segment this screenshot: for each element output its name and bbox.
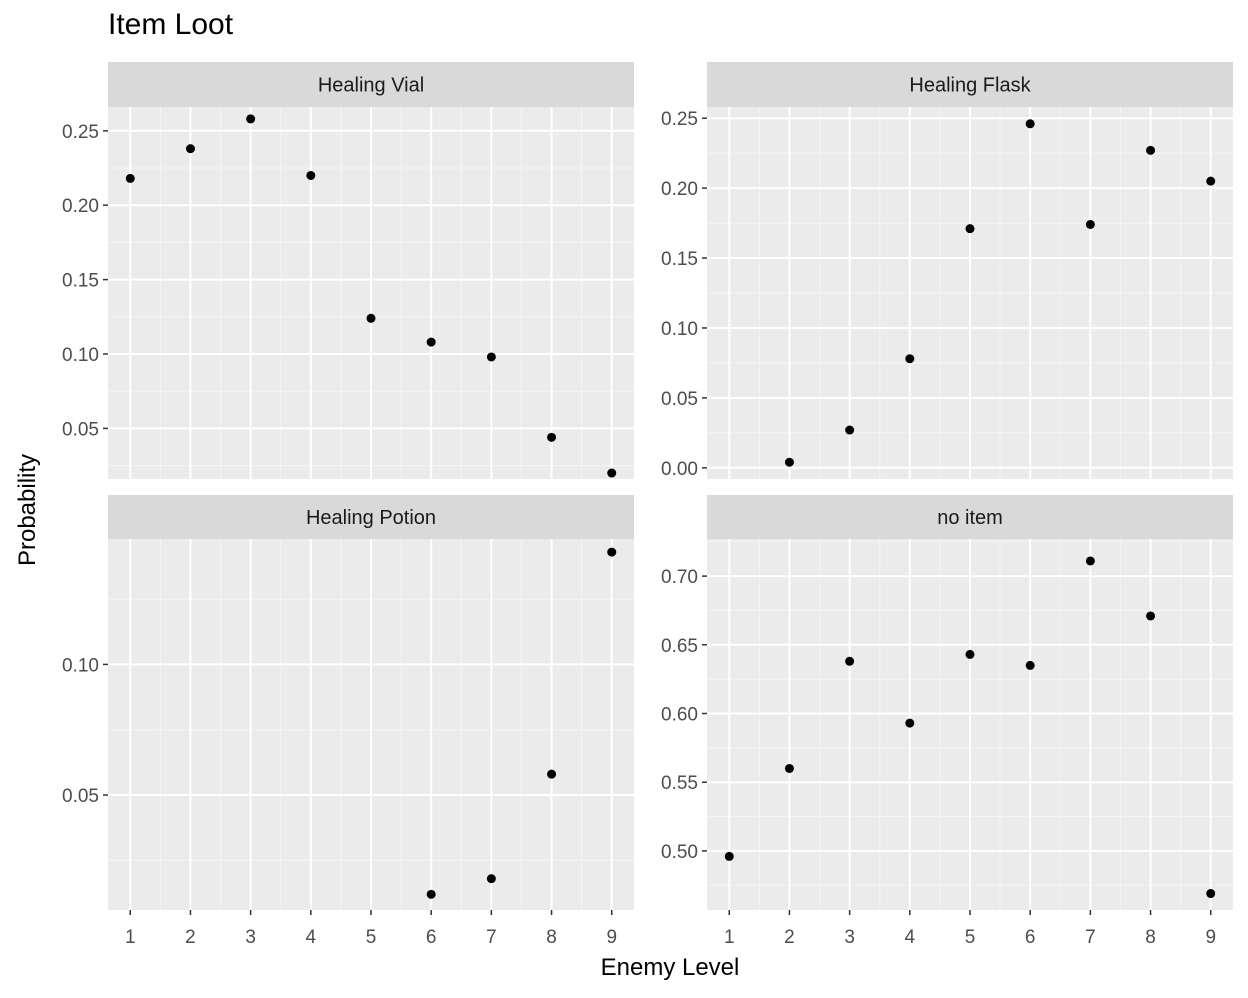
data-point <box>426 889 436 899</box>
x-tick-label: 1 <box>724 927 735 948</box>
x-tick-label: 2 <box>784 927 795 948</box>
data-point <box>1206 176 1216 186</box>
data-point <box>1146 611 1156 621</box>
facet-healing-flask: Healing Flask 0.00 0.05 0.10 0.15 0.20 0.25 <box>661 62 1233 480</box>
x-tick-label: 9 <box>1205 927 1216 948</box>
y-tick-label: 0.05 <box>661 389 698 410</box>
data-point <box>185 144 195 154</box>
facet-strip <box>707 495 1233 539</box>
data-point <box>426 337 436 347</box>
data-point <box>784 763 794 773</box>
y-tick-label: 0.10 <box>661 319 698 340</box>
facet-strip <box>108 495 634 539</box>
y-tick-label: 0.10 <box>62 655 99 676</box>
y-tick-label: 0.25 <box>661 109 698 130</box>
y-tick-label: 0.20 <box>62 196 99 217</box>
y-axis-label: Probability <box>14 453 41 567</box>
data-point <box>845 656 855 666</box>
data-point <box>905 718 915 728</box>
facet-strip-label: Healing Flask <box>909 75 1031 97</box>
x-axis-label: Enemy Level <box>600 954 740 981</box>
data-point <box>306 170 316 180</box>
data-point <box>1085 219 1095 229</box>
y-tick-label: 0.25 <box>62 122 99 143</box>
data-point <box>1146 145 1156 155</box>
data-point <box>784 457 794 467</box>
x-tick-label: 6 <box>1025 927 1036 948</box>
data-point <box>486 352 496 362</box>
facet-healing-potion: Healing Potion 0.05 0.10 1 2 3 4 5 6 7 8 9 <box>62 495 634 948</box>
x-tick-label: 3 <box>245 927 256 948</box>
data-point <box>1085 556 1095 566</box>
y-tick-label: 0.10 <box>62 345 99 366</box>
chart-title: Item Loot <box>108 8 234 41</box>
x-tick-label: 2 <box>185 927 196 948</box>
data-point <box>607 547 617 557</box>
y-tick-label: 0.05 <box>62 419 99 440</box>
y-tick-label: 0.20 <box>661 179 698 200</box>
x-tick-label: 5 <box>366 927 377 948</box>
y-tick-label: 0.00 <box>661 459 698 480</box>
facet-strip <box>707 62 1233 107</box>
data-point <box>965 649 975 659</box>
facet-strip <box>108 62 634 107</box>
data-point <box>486 874 496 884</box>
data-point <box>905 354 915 364</box>
data-point <box>724 851 734 861</box>
y-tick-label: 0.05 <box>62 786 99 807</box>
y-tick-label: 0.70 <box>661 567 698 588</box>
data-point <box>845 425 855 435</box>
facet-healing-vial: Healing Vial 0.05 0.10 0.15 0.20 0.25 <box>62 62 634 479</box>
x-tick-label: 3 <box>844 927 855 948</box>
x-tick-label: 6 <box>426 927 437 948</box>
data-point <box>246 114 256 124</box>
y-tick-label: 0.65 <box>661 636 698 657</box>
x-tick-label: 1 <box>125 927 136 948</box>
facet-no-item: no item 0.50 0.55 0.60 0.65 0.70 1 2 3 4 5 6 7 8 9 <box>661 495 1233 948</box>
x-tick-label: 7 <box>486 927 497 948</box>
y-tick-label: 0.55 <box>661 773 698 794</box>
data-point <box>366 313 376 323</box>
data-point <box>547 432 557 442</box>
data-point <box>607 468 617 478</box>
x-tick-label: 5 <box>965 927 976 948</box>
facet-strip-label: no item <box>937 507 1003 529</box>
data-point <box>1025 119 1035 129</box>
data-point <box>125 173 135 183</box>
x-tick-label: 7 <box>1085 927 1096 948</box>
data-point <box>1025 660 1035 670</box>
x-tick-label: 8 <box>1145 927 1156 948</box>
y-tick-label: 0.15 <box>661 249 698 270</box>
y-tick-label: 0.15 <box>62 271 99 292</box>
y-tick-label: 0.60 <box>661 705 698 726</box>
data-point <box>547 769 557 779</box>
y-tick-label: 0.50 <box>661 842 698 863</box>
facet-strip-label: Healing Vial <box>318 75 424 97</box>
x-tick-label: 9 <box>606 927 617 948</box>
facet-strip-label: Healing Potion <box>306 507 436 529</box>
data-point <box>1206 889 1216 899</box>
x-tick-label: 4 <box>905 927 916 948</box>
data-point <box>965 224 975 234</box>
x-tick-label: 8 <box>546 927 557 948</box>
x-tick-label: 4 <box>306 927 317 948</box>
